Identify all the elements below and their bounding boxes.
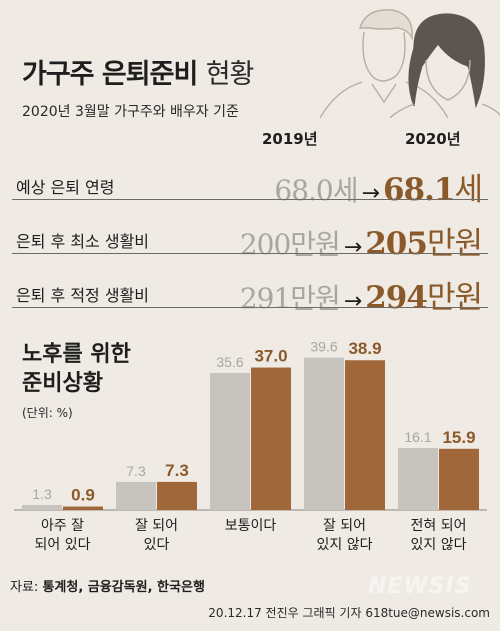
category-label: 잘 되어 (323, 518, 366, 534)
summary-row-retirement-age: 예상 은퇴 연령 68.0세 → 68.1세 (0, 152, 500, 208)
category-label: 잘 되어 (135, 518, 178, 534)
bar-prev (210, 372, 250, 510)
category-label: 보통이다 (225, 518, 277, 534)
summary-row-adequate-living-cost: 은퇴 후 적정 생활비 291만원 → 294만원 (0, 260, 500, 316)
row-divider (12, 307, 488, 308)
watermark-logo: NEWSIS (368, 574, 472, 599)
year-2020-label: 2020년 (405, 130, 461, 148)
title-thin: 현황 (205, 59, 255, 90)
man-face-icon (362, 31, 406, 82)
source-line: 자료: 통계청, 금융감독원, 한국은행 (10, 576, 205, 595)
bar-prev (116, 481, 156, 510)
bar-prev (22, 504, 62, 510)
data-label-curr: 0.9 (71, 486, 95, 505)
couple-illustration (319, 9, 500, 118)
row-divider (12, 253, 488, 254)
chart-title-line2: 준비상황 (22, 371, 103, 396)
prev-unit: 만원 (290, 228, 341, 261)
data-label-curr: 15.9 (442, 428, 475, 447)
bar-curr (63, 506, 103, 510)
summary-label: 은퇴 후 적정 생활비 (16, 286, 150, 305)
credit-line: 20.12.17 전진우 그래픽 기자 618tue@newsis.com (208, 606, 490, 620)
category-label: 아주 잘 (41, 518, 84, 534)
prev-value: 200 (239, 228, 291, 261)
bar-curr (251, 367, 291, 510)
woman-body-icon (389, 103, 500, 118)
data-label-prev: 35.6 (216, 354, 243, 370)
man-hair-icon (359, 9, 413, 41)
category-label: 있다 (144, 537, 170, 553)
curr-value: 68.1 (382, 172, 456, 208)
data-label-prev: 1.3 (32, 486, 52, 502)
curr-unit: 만원 (426, 280, 483, 316)
bar-prev (304, 357, 344, 510)
row-divider (12, 199, 488, 200)
category-label: 전혀 되어 (411, 518, 467, 534)
source-orgs: 통계청, 금융감독원, 한국은행 (42, 580, 205, 595)
summary-label: 은퇴 후 최소 생활비 (16, 232, 150, 251)
data-label-curr: 7.3 (165, 461, 189, 480)
bar-curr (345, 360, 385, 510)
summary-label: 예상 은퇴 연령 (16, 178, 115, 197)
year-2019-label: 2019년 (262, 130, 318, 148)
prev-value: 68.0 (274, 174, 333, 207)
woman-hair-icon (408, 13, 485, 109)
prev-unit: 만원 (290, 282, 341, 315)
summary-values: 291만원 → 294만원 (239, 272, 483, 317)
bar-prev (398, 448, 438, 510)
summary-values: 200만원 → 205만원 (239, 218, 483, 263)
curr-value: 294 (365, 280, 428, 316)
chart-unit-label: (단위: %) (22, 406, 73, 420)
category-label: 되어 있다 (35, 537, 91, 553)
summary-row-min-living-cost: 은퇴 후 최소 생활비 200만원 → 205만원 (0, 206, 500, 262)
category-label: 있지 않다 (317, 537, 373, 553)
prev-value: 291 (239, 282, 291, 315)
prev-unit: 세 (332, 174, 359, 207)
curr-unit: 만원 (426, 226, 483, 262)
data-label-prev: 16.1 (404, 429, 431, 445)
page-title: 가구주 은퇴준비 현황 (22, 52, 255, 91)
woman-face-icon (425, 59, 471, 101)
bar-curr (157, 481, 197, 510)
data-label-prev: 39.6 (310, 339, 337, 355)
chart-title-line1: 노후를 위한 (22, 342, 131, 367)
curr-unit: 세 (454, 172, 483, 208)
data-label-curr: 38.9 (348, 339, 381, 358)
page-subtitle: 2020년 3월말 가구주와 배우자 기준 (22, 104, 239, 120)
data-label-curr: 37.0 (254, 347, 287, 366)
curr-value: 205 (365, 226, 428, 262)
category-label: 있지 않다 (411, 537, 467, 553)
title-bold: 가구주 은퇴준비 (22, 59, 198, 90)
data-label-prev: 7.3 (126, 463, 146, 479)
source-label: 자료: (10, 580, 39, 595)
bar-curr (439, 448, 479, 510)
